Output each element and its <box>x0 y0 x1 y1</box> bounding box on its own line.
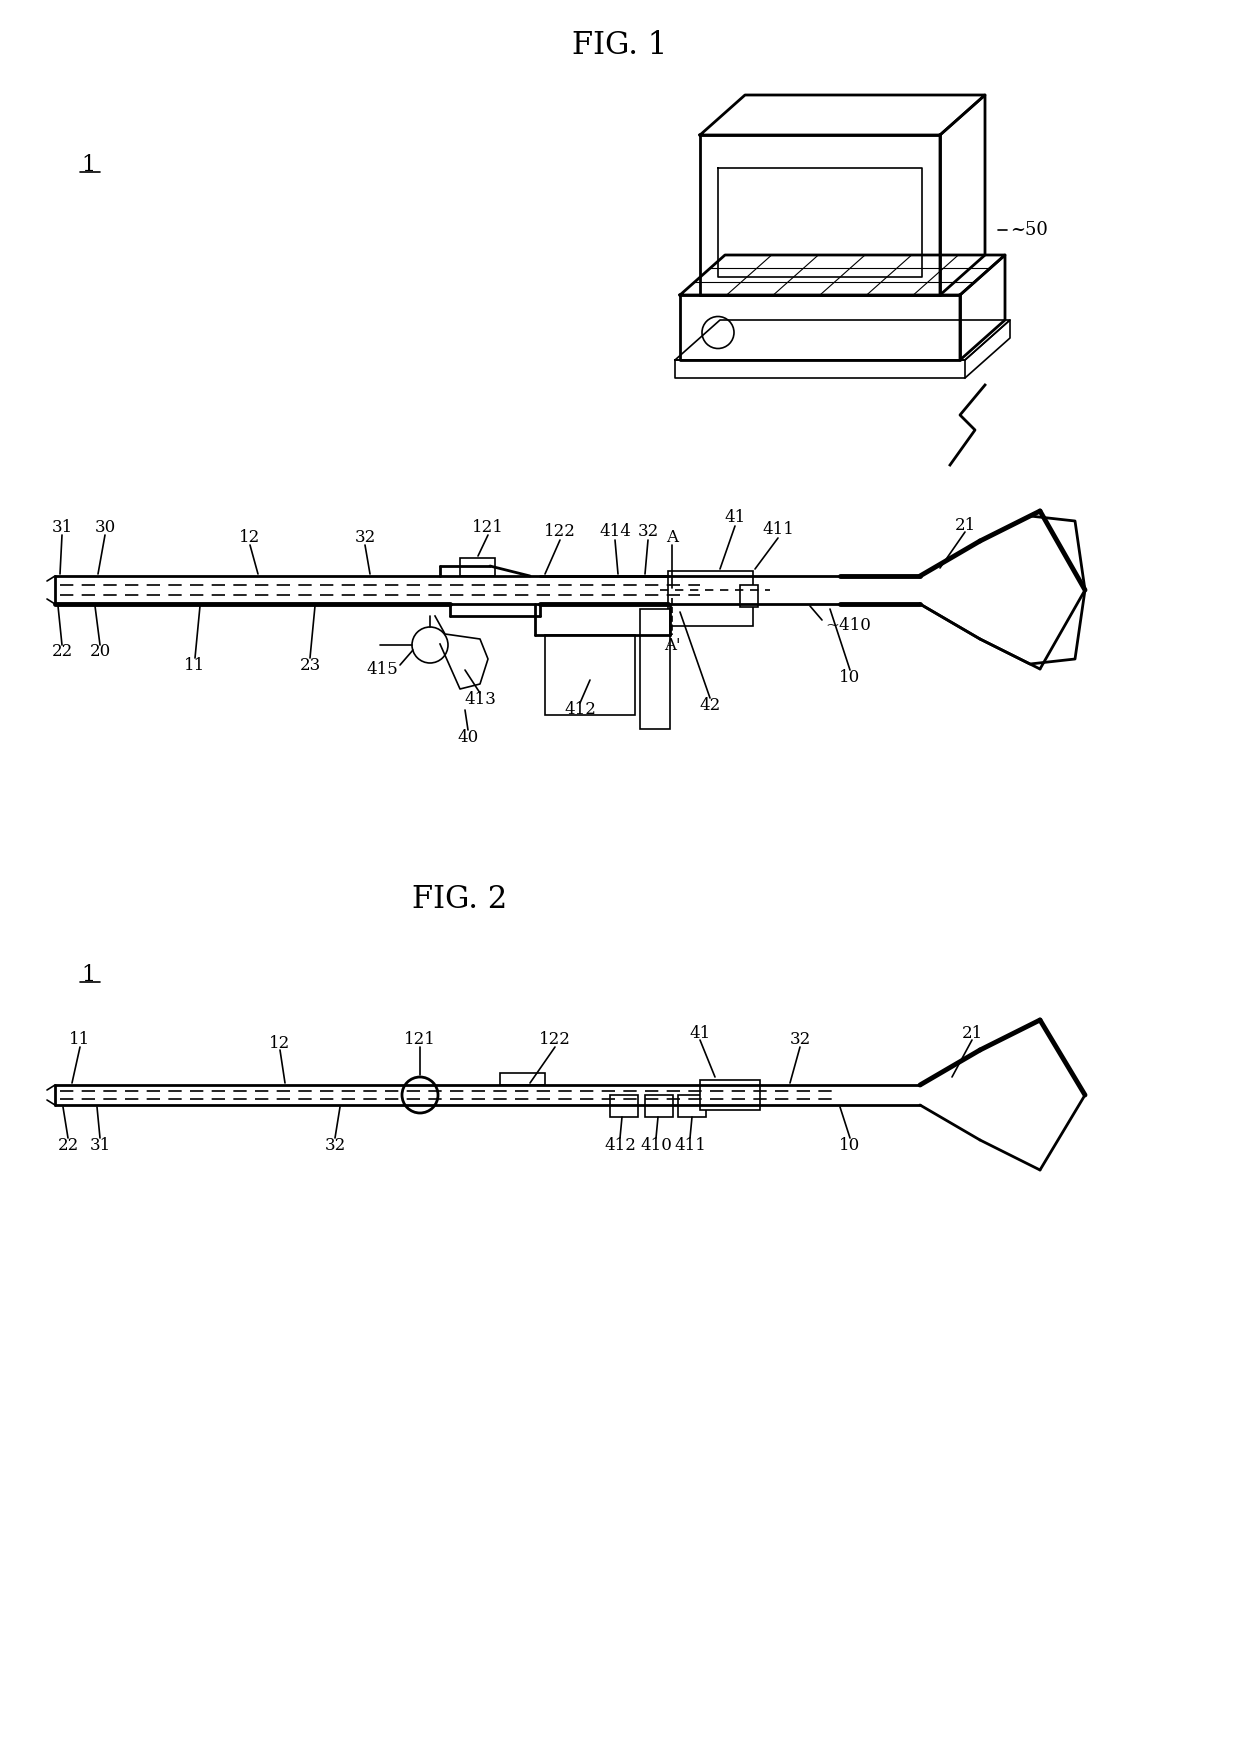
Text: 412: 412 <box>604 1136 636 1154</box>
Text: 41: 41 <box>724 510 745 526</box>
Text: ~410: ~410 <box>825 616 870 633</box>
Text: 40: 40 <box>458 730 479 746</box>
Text: 11: 11 <box>69 1032 91 1048</box>
Text: 122: 122 <box>544 524 575 540</box>
Text: 32: 32 <box>325 1136 346 1154</box>
Text: 21: 21 <box>961 1025 982 1041</box>
Text: 42: 42 <box>699 697 720 713</box>
Text: 12: 12 <box>239 529 260 547</box>
Bar <box>668 572 753 626</box>
Text: 415: 415 <box>366 662 398 679</box>
Bar <box>678 1095 706 1117</box>
Text: 12: 12 <box>269 1034 290 1051</box>
Text: 411: 411 <box>675 1136 706 1154</box>
Bar <box>500 1073 546 1085</box>
Text: FIG. 1: FIG. 1 <box>573 30 667 60</box>
Bar <box>701 1080 760 1110</box>
Text: 41: 41 <box>689 1025 711 1041</box>
Text: 412: 412 <box>564 702 596 718</box>
Text: 121: 121 <box>472 520 503 536</box>
Bar <box>640 609 670 729</box>
Text: 32: 32 <box>790 1032 811 1048</box>
Text: 1: 1 <box>81 153 95 176</box>
Text: 22: 22 <box>51 644 73 660</box>
Text: 10: 10 <box>839 670 861 686</box>
Text: 30: 30 <box>94 520 115 536</box>
Bar <box>740 586 758 607</box>
Bar <box>610 1095 639 1117</box>
Text: 31: 31 <box>89 1136 110 1154</box>
Text: 20: 20 <box>89 644 110 660</box>
Text: 11: 11 <box>185 656 206 674</box>
Text: 121: 121 <box>404 1032 436 1048</box>
Bar <box>460 557 495 577</box>
Text: A': A' <box>663 637 681 653</box>
Text: FIG. 2: FIG. 2 <box>413 884 507 916</box>
Text: 32: 32 <box>355 529 376 547</box>
Text: 1: 1 <box>81 963 95 986</box>
Text: 21: 21 <box>955 517 976 533</box>
Text: 32: 32 <box>637 524 658 540</box>
Text: 31: 31 <box>51 520 73 536</box>
Text: 122: 122 <box>539 1032 570 1048</box>
Text: 410: 410 <box>640 1136 672 1154</box>
Text: 10: 10 <box>839 1136 861 1154</box>
Text: 411: 411 <box>763 522 794 538</box>
Text: ~50: ~50 <box>1011 220 1048 238</box>
Bar <box>645 1095 673 1117</box>
Text: A: A <box>666 529 678 547</box>
Bar <box>546 635 635 714</box>
Text: 22: 22 <box>57 1136 78 1154</box>
Text: 413: 413 <box>464 691 496 709</box>
Text: 23: 23 <box>299 656 321 674</box>
Text: 414: 414 <box>599 524 631 540</box>
